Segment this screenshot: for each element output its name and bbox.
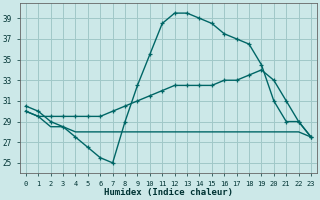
X-axis label: Humidex (Indice chaleur): Humidex (Indice chaleur)	[104, 188, 233, 197]
